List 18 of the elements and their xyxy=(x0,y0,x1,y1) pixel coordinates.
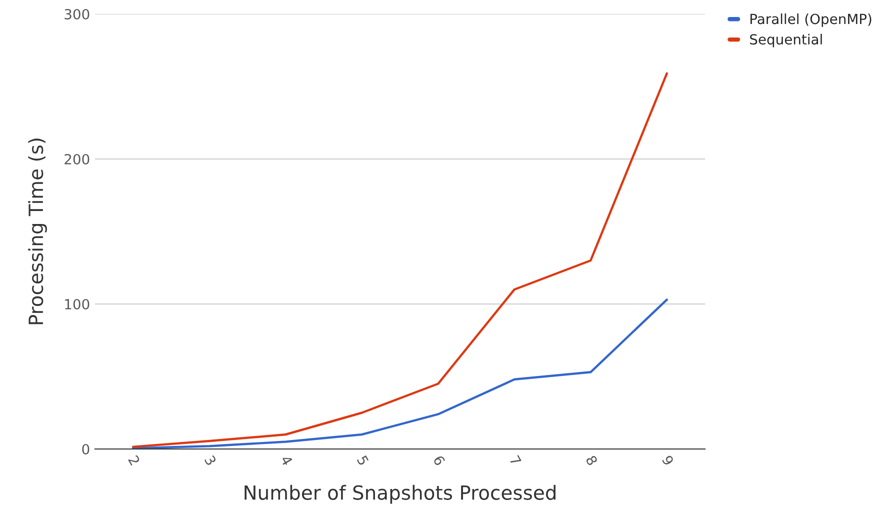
x-axis-title: Number of Snapshots Processed xyxy=(244,484,556,504)
x-tick-label: 9 xyxy=(662,454,674,466)
line-series xyxy=(132,72,668,448)
x-tick-label: 5 xyxy=(356,455,369,466)
legend-label: Sequential xyxy=(750,34,822,48)
line-series xyxy=(132,298,668,449)
x-tick-label: 3 xyxy=(204,454,217,466)
y-tick-label: 300 xyxy=(64,8,90,20)
y-tick-label: 100 xyxy=(65,298,90,310)
x-tick-label: 4 xyxy=(280,454,293,466)
x-tick-label: 6 xyxy=(432,454,446,466)
x-tick-label: 8 xyxy=(585,454,598,466)
y-tick-label: 0 xyxy=(82,444,90,454)
legend-label: Parallel (OpenMP) xyxy=(750,13,872,27)
x-tick-label: 7 xyxy=(509,455,522,466)
y-axis-title: Processing Time (s) xyxy=(28,138,47,324)
y-tick-label: 200 xyxy=(64,154,90,164)
x-tick-label: 2 xyxy=(128,454,140,466)
